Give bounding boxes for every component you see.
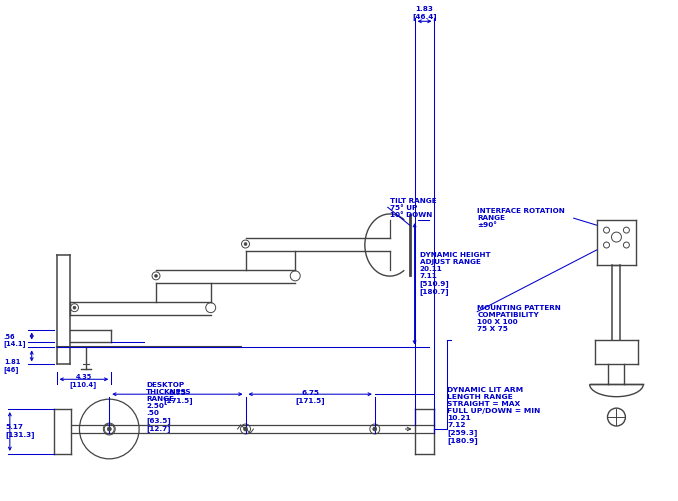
Circle shape: [243, 427, 247, 431]
Circle shape: [244, 242, 247, 245]
Text: 4.35
[110.4]: 4.35 [110.4]: [70, 374, 97, 388]
Text: DYNAMIC HEIGHT
ADJUST RANGE
20.11
7.11
[510.9]
[180.7]: DYNAMIC HEIGHT ADJUST RANGE 20.11 7.11 […: [420, 253, 490, 295]
Text: .56
[14.1]: .56 [14.1]: [4, 334, 26, 348]
Text: 1.81
[46]: 1.81 [46]: [4, 359, 20, 373]
Text: 6.75
[171.5]: 6.75 [171.5]: [163, 390, 193, 404]
Circle shape: [155, 275, 157, 278]
Text: DYNAMIC LIT ARM
LENGTH RANGE
STRAIGHT = MAX
FULL UP/DOWN = MIN
10.21
7.12
[259.3: DYNAMIC LIT ARM LENGTH RANGE STRAIGHT = …: [447, 387, 541, 444]
Circle shape: [73, 306, 76, 309]
Text: TILT RANGE
75° UP
10° DOWN: TILT RANGE 75° UP 10° DOWN: [390, 198, 437, 218]
Text: INTERFACE ROTATION
RANGE
±90°: INTERFACE ROTATION RANGE ±90°: [477, 208, 565, 228]
Text: 1.83
[46.4]: 1.83 [46.4]: [412, 7, 437, 21]
Text: 6.75
[171.5]: 6.75 [171.5]: [296, 390, 325, 404]
Text: 5.17
[131.3]: 5.17 [131.3]: [6, 424, 35, 438]
Circle shape: [107, 427, 111, 431]
Text: DESKTOP
THICKNESS
RANGE
2.50
.50
[63.5]
[12.7]: DESKTOP THICKNESS RANGE 2.50 .50 [63.5] …: [146, 382, 192, 432]
Circle shape: [373, 427, 377, 431]
Text: MOUNTING PATTERN
COMPATIBILITY
100 X 100
75 X 75: MOUNTING PATTERN COMPATIBILITY 100 X 100…: [477, 305, 561, 332]
